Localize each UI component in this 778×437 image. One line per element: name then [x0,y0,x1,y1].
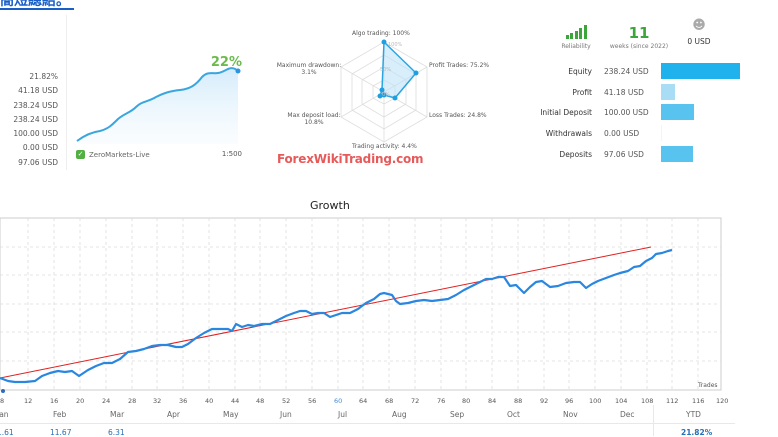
svg-text:108: 108 [641,397,653,405]
svg-text:96: 96 [565,397,573,405]
subscribers[interactable]: ☻ 0 USD [682,18,716,46]
svg-text:32: 32 [153,397,161,405]
svg-text:50%: 50% [380,67,391,73]
watermark: ForexWikiTrading.com [277,152,424,166]
summary-value: 0.00 USD [22,143,58,153]
divider [653,405,654,436]
svg-text:0%: 0% [382,92,390,98]
summary-value: 41.18 USD [18,86,58,96]
broker[interactable]: ✓ ZeroMarkets-Live [76,150,150,159]
equity-bar [661,63,740,79]
svg-text:100: 100 [589,397,601,405]
reliability-bars-icon [556,25,596,39]
profit-bar [661,84,675,100]
svg-text:52: 52 [282,397,290,405]
deposits-bar [661,146,693,162]
svg-text:92: 92 [540,397,548,405]
divider [0,423,735,424]
radar-label-activity: Trading activity: 4.4% [352,143,417,150]
reliability: Reliability [556,25,596,50]
svg-text:44: 44 [231,397,239,405]
svg-text:100%: 100% [388,42,403,48]
svg-text:64: 64 [359,397,367,405]
return-mar: 6.31 [108,428,125,437]
radar-label-profit: Profit Trades: 75.2% [429,62,490,69]
summary-values: 21.82% 41.18 USD 238.24 USD 238.24 USD 1… [0,70,58,170]
svg-text:76: 76 [437,397,445,405]
radar-label-algo: Algo trading: 100% [352,30,410,37]
fin-row-initial-deposit: Initial Deposit 100.00 USD [530,104,770,122]
ytd-label: YTD [686,410,701,419]
summary-value: 21.82% [29,72,58,81]
svg-text:68: 68 [385,397,393,405]
summary-value: 238.24 USD [13,100,58,110]
verified-shield-icon: ✓ [76,150,85,159]
return-feb: 11.67 [50,428,72,437]
fin-row-profit: Profit 41.18 USD [530,84,770,102]
svg-text:80: 80 [462,397,470,405]
svg-text:104: 104 [615,397,627,405]
svg-text:84: 84 [488,397,496,405]
months-row: Jan Feb Mar Apr May Jun Jul Aug Sep Oct … [0,410,635,419]
svg-text:16: 16 [50,397,58,405]
growth-title: Growth [310,199,350,212]
svg-text:116: 116 [692,397,704,405]
svg-text:40: 40 [205,397,213,405]
radar-label-drawdown: Maximum drawdown: 3.1% [276,62,342,76]
svg-text:56: 56 [308,397,316,405]
fin-row-deposits: Deposits 97.06 USD [530,146,770,164]
radar-label-loss: Loss Trades: 24.8% [429,112,487,119]
svg-text:112: 112 [666,397,678,405]
svg-text:120: 120 [716,397,728,405]
fin-row-withdrawals: Withdrawals 0.00 USD [530,125,770,143]
fin-row-equity: Equity 238.24 USD [530,63,770,81]
leverage: 1:500 [221,150,242,158]
summary-link[interactable]: 簡短總結。 [0,0,74,10]
svg-text:8: 8 [0,397,4,405]
svg-text:20: 20 [76,397,84,405]
initial-deposit-bar [661,104,694,120]
summary-value: 238.24 USD [13,114,58,124]
radar-chart: 100% 50% 0% [340,39,428,143]
withdrawals-bar [661,125,662,141]
broker-name: ZeroMarkets-Live [89,150,150,159]
growth-chart: Trades 8 12 16 20 24 28 32 36 40 44 48 5… [0,217,728,405]
subscribers-icon: ☻ [692,18,706,33]
radar-label-deposit-load: Max deposit load: 10.8% [287,112,341,126]
svg-text:88: 88 [514,397,522,405]
svg-text:12: 12 [24,397,32,405]
svg-text:60: 60 [334,397,342,405]
summary-value: 97.06 USD [18,157,58,167]
weeks: 11 weeks (since 2022) [609,24,669,50]
return-jan: 1.61 [0,428,14,437]
summary-value: 100.00 USD [13,129,58,139]
x-axis-ticks: 8 12 16 20 24 28 32 36 40 44 48 52 56 60… [0,397,728,405]
ytd-value: 21.82% [681,428,713,437]
svg-text:72: 72 [411,397,419,405]
divider [66,15,67,170]
svg-text:28: 28 [128,397,136,405]
svg-text:24: 24 [102,397,110,405]
mini-growth-chart [76,67,241,144]
svg-text:Trades: Trades [697,382,718,389]
svg-text:48: 48 [256,397,264,405]
svg-text:36: 36 [179,397,187,405]
gain-percent: 22% [210,55,242,70]
mini-growth-card[interactable]: 22% ✓ ZeroMarkets-Live 1:500 [70,50,250,170]
